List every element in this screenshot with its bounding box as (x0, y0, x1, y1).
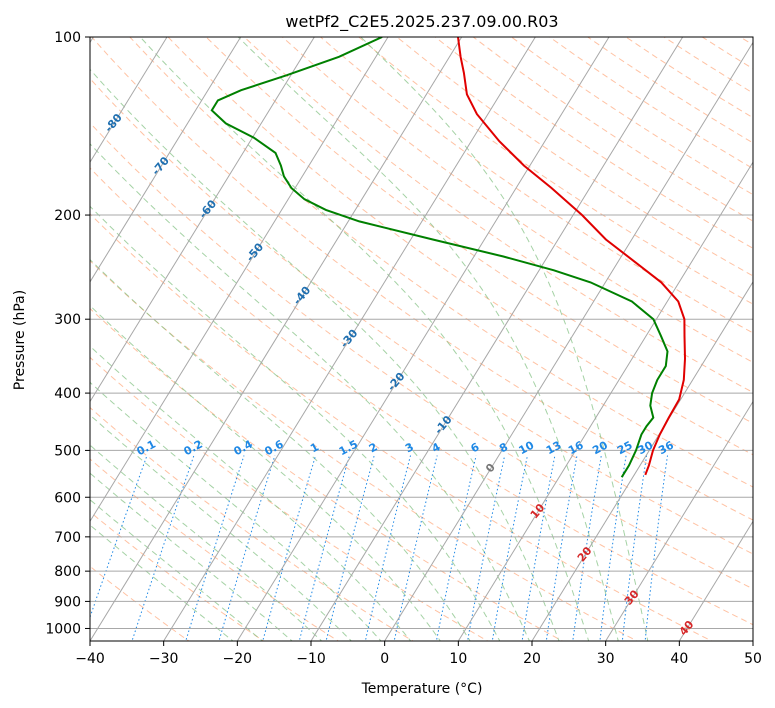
x-tick-label: 30 (597, 651, 615, 667)
mixing-ratio-label: 30 (636, 438, 656, 457)
isotherm-line (678, 520, 753, 641)
mixing-ratio-line (466, 455, 506, 641)
mixing-ratio-line (131, 455, 195, 641)
dry-adiabat-line (205, 37, 753, 424)
x-axis-ticks: −40 −30 −20 −10 0 10 20 30 40 50 (75, 641, 762, 667)
y-tick-label: 600 (54, 490, 81, 506)
dry-adiabat-line (167, 37, 753, 456)
isotherm-line (310, 37, 684, 641)
mixing-ratio-line (218, 455, 276, 641)
dry-adiabat-line (243, 37, 753, 394)
mixing-ratio-label: 13 (544, 439, 564, 458)
x-tick-label: −20 (223, 651, 253, 667)
mixing-ratio-lines (90, 455, 668, 641)
dry-adiabat-line (358, 37, 753, 305)
mixing-ratio-line (393, 455, 438, 641)
mixing-ratio-label: 25 (615, 439, 635, 458)
x-axis-label: Temperature (°C) (361, 681, 483, 697)
y-axis-label: Pressure (hPa) (12, 290, 28, 390)
y-tick-label: 200 (54, 208, 81, 224)
x-tick-label: 50 (744, 651, 762, 667)
y-tick-label: 300 (54, 312, 81, 328)
moist-adiabat-line (90, 205, 501, 641)
y-tick-label: 100 (54, 30, 81, 46)
temperature-line (457, 37, 687, 476)
dry-adiabat-line (90, 260, 639, 641)
mixing-ratio-label: 36 (656, 438, 676, 457)
dewpoint-line (210, 37, 669, 478)
sounding-profiles (210, 37, 687, 478)
isotherm-line (90, 37, 242, 283)
x-tick-label: −40 (75, 651, 105, 667)
dry-adiabat-line (320, 37, 753, 334)
y-tick-label: 900 (54, 594, 81, 610)
isotherm-line (163, 37, 536, 641)
y-tick-label: 1000 (45, 621, 81, 637)
isotherm-grid (90, 37, 753, 641)
mixing-ratio-line (435, 455, 477, 641)
y-tick-label: 800 (54, 564, 81, 580)
isotherm-line (531, 280, 753, 641)
y-axis-ticks: 1000 900 800 700 600 500 400 300 200 100 (45, 30, 90, 637)
y-tick-label: 500 (54, 443, 81, 459)
mixing-ratio-label: 10 (517, 438, 537, 457)
isotherm-line (384, 41, 753, 641)
x-tick-label: 40 (670, 651, 688, 667)
x-tick-label: −10 (296, 651, 326, 667)
chart-title: wetPf2_C2E5.2025.237.09.00.R03 (285, 12, 558, 32)
x-tick-label: 20 (523, 651, 541, 667)
y-tick-label: 400 (54, 386, 81, 402)
mixing-ratio-label: 16 (566, 438, 586, 457)
isotherm-line (605, 400, 753, 641)
mixing-ratio-line (185, 455, 245, 641)
plot-frame (89, 36, 754, 642)
isotherm-line (236, 37, 610, 641)
y-tick-label: 700 (54, 530, 81, 546)
x-tick-label: 0 (380, 651, 389, 667)
isotherm-line (457, 161, 753, 641)
isotherm-line (90, 37, 389, 523)
x-tick-label: −30 (149, 651, 179, 667)
dry-adiabat-line (90, 122, 753, 590)
mixing-ratio-line (298, 455, 350, 641)
x-tick-label: 10 (449, 651, 467, 667)
isotherm-line (90, 37, 315, 403)
isobar-grid (90, 37, 753, 629)
mixing-ratio-label: 20 (590, 438, 610, 457)
moist-adiabat-line (90, 143, 530, 641)
dry-adiabat-line (90, 77, 753, 555)
isotherm-line (90, 37, 168, 164)
isotherm-line (90, 37, 463, 641)
